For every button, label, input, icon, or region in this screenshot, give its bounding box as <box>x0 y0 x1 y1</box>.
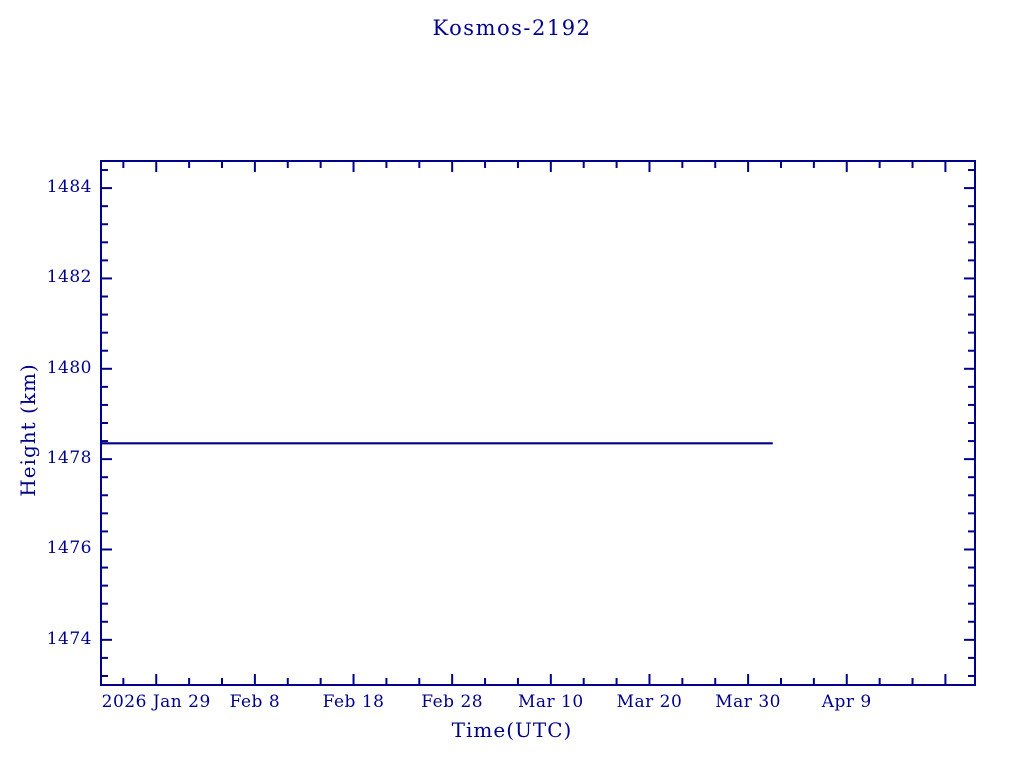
x-tick-label: Mar 30 <box>715 692 781 712</box>
x-tick-label: Apr 9 <box>821 692 872 712</box>
y-axis-title: Height (km) <box>16 363 40 497</box>
x-tick-label: Mar 20 <box>616 692 683 712</box>
x-axis-title: Time(UTC) <box>451 718 573 742</box>
y-tick-label: 1474 <box>46 628 92 649</box>
chart-title: Kosmos-2192 <box>432 16 592 40</box>
x-tick-label: Feb 18 <box>322 692 385 712</box>
y-tick-label: 1480 <box>46 357 92 378</box>
y-tick-label: 1478 <box>46 448 92 469</box>
y-tick-label: 1482 <box>46 267 92 288</box>
axes-frame <box>100 160 976 686</box>
y-tick-label: 1476 <box>46 538 92 559</box>
x-tick-label: Mar 10 <box>517 692 584 712</box>
y-axis-tick-labels: 1484 1482 1480 1478 1476 1474 <box>20 0 92 768</box>
y-tick-label: 1484 <box>46 177 92 198</box>
axis-ticks <box>101 161 975 685</box>
x-tick-label: 2026 Jan 29 <box>101 692 211 712</box>
x-tick-label: Feb 28 <box>421 692 484 712</box>
x-tick-label: Feb 8 <box>229 692 281 712</box>
